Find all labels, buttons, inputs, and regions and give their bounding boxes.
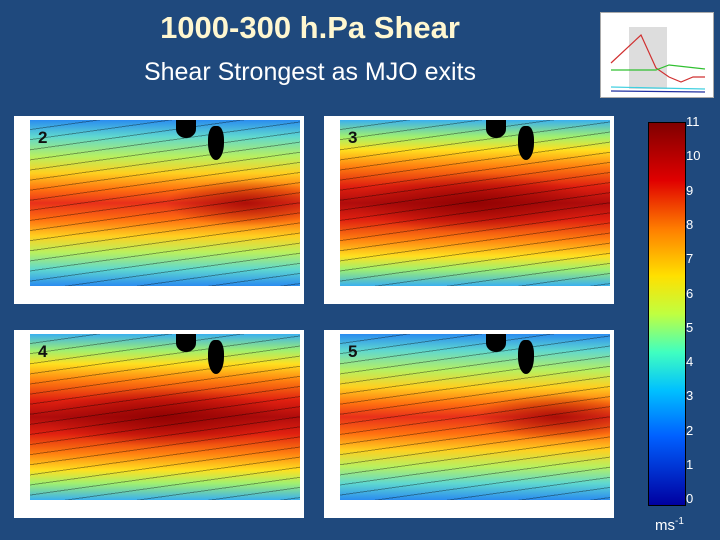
colorbar-tick: 1 — [686, 457, 694, 472]
colorbar-tick: 4 — [686, 354, 694, 370]
colorbar-tick: 10 — [686, 148, 701, 164]
colorbar — [648, 122, 686, 506]
panel-label: 4 — [38, 342, 48, 361]
panel-label: 5 — [348, 342, 358, 361]
colorbar-tick: 6 — [686, 285, 694, 301]
colorbar-tick: 2 — [686, 422, 694, 438]
map-panel-3: 3 — [324, 116, 614, 304]
colorbar-tick: 8 — [686, 216, 694, 232]
panel-label: 2 — [38, 128, 48, 147]
map-panel-2: 2 — [14, 116, 304, 304]
colorbar-tick: 5 — [686, 319, 694, 335]
colorbar-tick: 0 — [686, 491, 694, 507]
colorbar-tick: 9 — [686, 182, 694, 198]
map-panel-5: 5 — [324, 330, 614, 518]
colorbar-unit: ms-1 — [655, 516, 684, 534]
inset-line-chart-thumbnail — [600, 12, 714, 98]
slide-subtitle: Shear Strongest as MJO exits — [143, 58, 477, 86]
map-panel-4: 4 — [14, 330, 304, 518]
colorbar-tick: 11 — [686, 114, 700, 129]
slide-title: 1000-300 h.Pa Shear — [160, 10, 460, 45]
panel-label: 3 — [348, 128, 358, 147]
colorbar-tick: 7 — [686, 251, 694, 267]
colorbar-tick: 3 — [686, 388, 694, 404]
